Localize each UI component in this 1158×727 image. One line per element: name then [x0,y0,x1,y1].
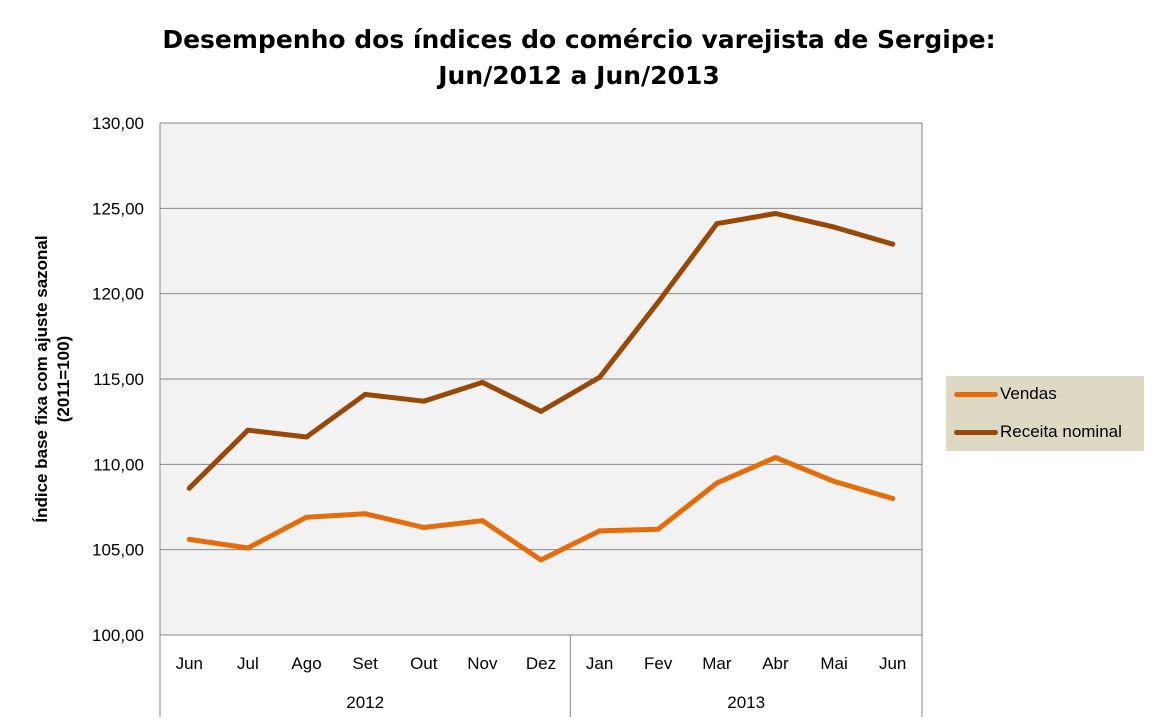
legend-item-receita-nominal: Receita nominal [954,421,1122,443]
data-point-vendas [186,536,192,542]
x-tick-label: Nov [467,654,498,673]
data-point-receita-nominal [831,224,837,230]
legend: Vendas Receita nominal [946,376,1144,451]
data-point-vendas [831,478,837,484]
chart-title: Desempenho dos índices do comércio varej… [0,22,1158,94]
x-axis: Jun Jul Ago Set Out Nov Dez Jan Fev Mar Abr Mai Jun 2… [160,634,923,717]
y-tick-label: 125,00 [92,199,144,218]
data-point-receita-nominal [479,379,485,385]
data-point-receita-nominal [597,374,603,380]
data-point-receita-nominal [304,434,310,440]
y-axis: 100,00 105,00 110,00 115,00 120,00 125,00 130,… [92,114,161,717]
y-tick-label: 120,00 [92,285,144,304]
data-point-receita-nominal [655,299,661,305]
legend-swatch-vendas [954,391,998,397]
data-point-vendas [304,514,310,520]
data-point-receita-nominal [538,408,544,414]
x-tick-label: Mar [702,654,732,673]
data-point-receita-nominal [245,427,251,433]
y-tick-label: 110,00 [93,455,144,474]
y-tick-label: 130,00 [92,114,144,133]
x-tick-label: Jun [176,654,203,673]
data-point-vendas [772,455,778,461]
data-point-receita-nominal [186,485,192,491]
x-group-label: 2013 [727,693,765,712]
x-tick-label: Set [352,654,378,673]
x-tick-label: Jan [586,654,613,673]
y-tick-label: 100,00 [92,626,144,645]
data-point-vendas [362,511,368,517]
data-point-vendas [479,518,485,524]
data-point-receita-nominal [714,221,720,227]
x-tick-label: Out [410,654,438,673]
x-group-label: 2012 [346,693,384,712]
data-point-vendas [245,545,251,551]
legend-item-vendas: Vendas [954,383,1057,405]
data-point-vendas [714,480,720,486]
legend-label-vendas: Vendas [1000,384,1057,403]
legend-swatch-receita-nominal [954,429,998,435]
y-tick-label: 105,00 [92,541,144,560]
series-lines [186,210,896,563]
data-point-vendas [538,557,544,563]
y-axis-label-line-2: (2011=100) [54,336,73,423]
x-tick-label: Mai [820,654,847,673]
x-tick-label: Dez [526,654,556,673]
chart-title-line-2: Jun/2012 a Jun/2013 [438,61,720,90]
legend-label-receita-nominal: Receita nominal [1000,422,1122,441]
x-tick-label: Jul [237,654,259,673]
chart-title-line-1: Desempenho dos índices do comércio varej… [162,25,996,54]
data-point-receita-nominal [421,398,427,404]
data-point-receita-nominal [890,241,896,247]
x-tick-label: Ago [291,654,321,673]
data-point-vendas [890,495,896,501]
data-point-vendas [597,528,603,534]
x-tick-label: Jun [879,654,906,673]
y-tick-label: 115,00 [93,370,144,389]
data-point-receita-nominal [772,210,778,216]
data-point-vendas [421,524,427,530]
y-axis-label-line-1: Índice base fixa com ajuste sazonal [32,235,51,522]
x-tick-label: Fev [644,654,673,673]
x-tick-label: Abr [762,654,789,673]
data-point-receita-nominal [362,391,368,397]
data-point-vendas [655,526,661,532]
